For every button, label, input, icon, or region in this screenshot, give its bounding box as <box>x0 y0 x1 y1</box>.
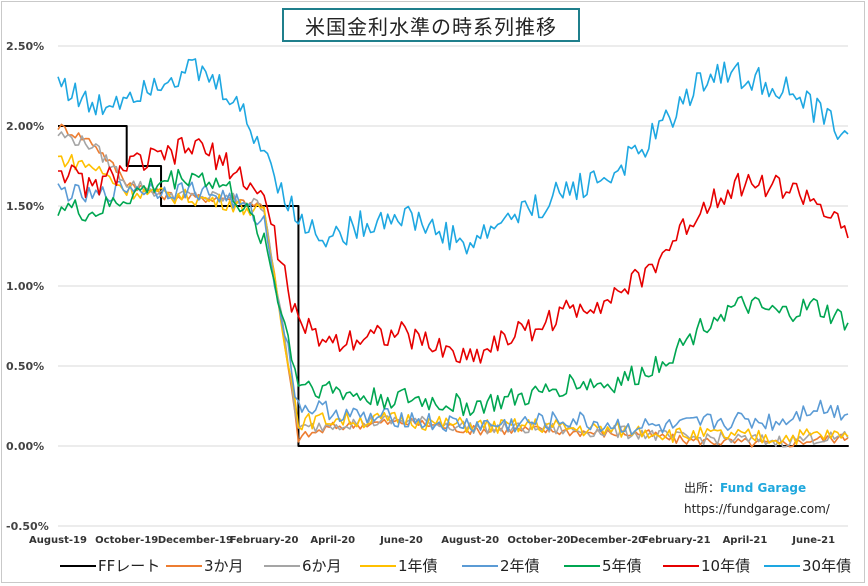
legend-label: 30年債 <box>802 557 851 575</box>
x-tick-label: December-20 <box>570 535 645 546</box>
x-tick-label: June-20 <box>379 535 423 546</box>
series-line <box>57 131 849 448</box>
legend-label: 5年債 <box>602 557 642 575</box>
y-tick-label: 0.00% <box>6 440 44 453</box>
legend-label: 3か月 <box>204 557 244 575</box>
x-tick-label: December-19 <box>158 535 233 546</box>
legend-label: 2年債 <box>500 557 540 575</box>
x-tick-label: February-20 <box>230 535 299 546</box>
y-tick-label: 1.50% <box>6 200 44 213</box>
y-tick-label: 2.00% <box>6 120 44 133</box>
series-line <box>57 58 849 255</box>
y-tick-label: 0.50% <box>6 360 44 373</box>
x-tick-label: August-20 <box>441 535 499 546</box>
legend-label: FFレート <box>98 557 160 575</box>
x-tick-label: August-19 <box>29 535 87 546</box>
legend-label: 1年債 <box>398 557 438 575</box>
y-tick-label: 2.50% <box>6 40 44 53</box>
x-tick-label: April-21 <box>723 535 768 546</box>
source-url: https://fundgarage.com/ <box>684 502 830 516</box>
y-tick-label: -0.50% <box>6 520 49 533</box>
x-tick-label: October-19 <box>95 535 158 546</box>
source-note: 出所：Fund Garage <box>684 479 806 496</box>
chart-title: 米国金利水準の時系列推移 <box>282 8 580 42</box>
y-tick-label: 1.00% <box>6 280 44 293</box>
series-line <box>57 180 849 436</box>
x-tick-label: April-20 <box>310 535 355 546</box>
x-tick-label: February-21 <box>642 535 711 546</box>
series-line <box>58 136 849 364</box>
x-tick-label: October-20 <box>507 535 570 546</box>
legend-label: 6か月 <box>302 557 342 575</box>
source-brand: Fund Garage <box>720 481 807 495</box>
legend-label: 10年債 <box>701 557 750 575</box>
series-line <box>57 153 849 446</box>
series-line <box>58 125 849 447</box>
series-line <box>57 168 849 417</box>
x-tick-label: June-21 <box>791 535 835 546</box>
source-label: 出所： <box>684 481 721 495</box>
